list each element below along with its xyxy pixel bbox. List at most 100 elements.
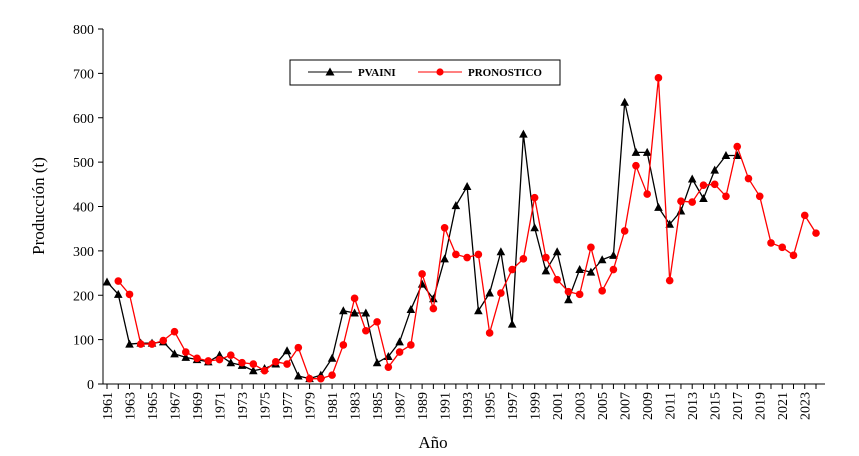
data-point-pvaini [462, 182, 472, 191]
data-point-pronostico [632, 161, 640, 170]
y-tick-label: 700 [73, 67, 94, 82]
series-layer [102, 74, 820, 383]
x-tick-label: 2007 [619, 392, 634, 420]
x-tick-label: 2013 [686, 392, 701, 420]
y-tick-label: 500 [73, 156, 94, 171]
x-tick-label: 1999 [529, 392, 544, 420]
x-tick-label: 1967 [169, 392, 184, 420]
x-tick-label: 1979 [304, 392, 319, 420]
data-point-pvaini [710, 165, 720, 174]
data-point-pronostico [699, 181, 708, 189]
data-point-pvaini [631, 147, 641, 156]
data-point-pvaini [226, 358, 236, 367]
data-point-pronostico [114, 277, 123, 285]
data-point-pvaini [665, 219, 674, 228]
data-point-pronostico [283, 360, 291, 368]
legend-label-pvaini: PVAINI [358, 67, 396, 79]
data-point-pronostico [722, 192, 730, 201]
data-point-pronostico [553, 275, 561, 284]
data-point-pronostico [159, 336, 168, 345]
data-point-pvaini [575, 265, 584, 274]
x-tick-label: 1961 [101, 392, 116, 420]
data-point-pronostico [215, 355, 224, 364]
x-tick-label: 2009 [641, 392, 656, 420]
data-point-pronostico [744, 174, 753, 183]
x-tick-label: 1983 [349, 392, 364, 420]
x-tick-label: 1969 [191, 392, 206, 420]
x-tick-label: 1963 [124, 392, 139, 420]
data-point-pvaini [676, 206, 686, 215]
data-point-pvaini [181, 352, 191, 361]
legend-label-pronostico: PRONOSTICO [468, 67, 542, 79]
series-pvaini [102, 97, 742, 383]
data-point-pronostico [317, 374, 325, 383]
data-point-pronostico [339, 341, 348, 349]
data-point-pvaini [395, 337, 404, 346]
data-point-pronostico [249, 360, 258, 368]
data-point-pronostico [688, 198, 697, 206]
x-tick-label: 2011 [664, 392, 679, 419]
data-point-pronostico [362, 326, 370, 335]
data-point-pvaini [440, 254, 449, 263]
data-point-pvaini [451, 201, 461, 210]
data-point-pvaini [519, 129, 528, 138]
x-tick-label: 2003 [574, 392, 589, 420]
data-point-pronostico [755, 192, 764, 201]
data-point-pvaini [530, 223, 539, 232]
y-tick-label: 300 [73, 245, 94, 260]
data-point-pvaini [496, 247, 506, 256]
data-point-pronostico [497, 289, 505, 297]
data-point-pronostico [530, 193, 539, 202]
data-point-pvaini [350, 308, 359, 317]
data-point-pronostico [181, 348, 190, 356]
data-point-pronostico [609, 265, 618, 274]
data-point-pronostico [463, 253, 471, 262]
data-point-pronostico [542, 253, 550, 262]
x-tick-label: 1991 [439, 392, 454, 420]
data-point-pvaini [125, 339, 134, 348]
data-point-pronostico [564, 287, 573, 296]
x-axis: 1961 1963 1965 1967 1969 1971 1973 1975 1977 1979… [101, 383, 825, 420]
y-tick-label: 100 [73, 334, 94, 349]
data-point-pronostico [733, 142, 742, 151]
data-point-pronostico [226, 351, 235, 359]
y-tick-label: 0 [87, 378, 94, 393]
data-point-pronostico [654, 74, 663, 82]
y-tick-label: 800 [73, 23, 94, 38]
data-point-pvaini [474, 306, 483, 315]
data-point-pronostico [778, 243, 787, 252]
legend: PVAINI PRONOSTICO [289, 59, 561, 86]
x-tick-label: 1985 [371, 392, 386, 420]
x-tick-label: 1981 [326, 392, 341, 420]
x-tick-label: 1965 [146, 392, 161, 420]
series-pronostico [114, 74, 820, 383]
x-tick-label: 2017 [731, 392, 746, 420]
data-point-pronostico [452, 250, 460, 259]
data-point-pvaini [282, 346, 292, 355]
data-point-pronostico [238, 358, 246, 367]
data-point-pronostico [485, 329, 494, 337]
data-point-pronostico [440, 224, 449, 232]
x-tick-label: 1997 [506, 392, 521, 420]
data-point-pronostico [373, 318, 381, 326]
data-point-pvaini [687, 174, 697, 183]
data-point-pvaini [564, 295, 573, 304]
data-point-pronostico [204, 357, 213, 365]
data-point-pronostico [136, 340, 145, 348]
data-point-pvaini [102, 277, 112, 286]
series-line-pronostico [117, 77, 817, 380]
x-tick-label: 2015 [709, 392, 724, 420]
data-point-pvaini [721, 150, 731, 159]
data-point-pronostico [587, 243, 595, 252]
data-point-pvaini [327, 353, 337, 362]
x-tick-label: 2019 [754, 392, 769, 420]
data-point-pronostico [620, 227, 629, 235]
x-tick-label: 1987 [394, 392, 409, 420]
data-point-pronostico [519, 255, 528, 263]
data-point-pronostico [789, 251, 798, 260]
x-tick-label: 2023 [799, 392, 814, 420]
y-axis: 0 100 200 300 400 500 600 700 800 [73, 23, 104, 393]
x-tick-label: 1971 [214, 392, 229, 420]
data-point-pronostico [272, 358, 280, 366]
x-tick-label: 2021 [776, 392, 791, 420]
